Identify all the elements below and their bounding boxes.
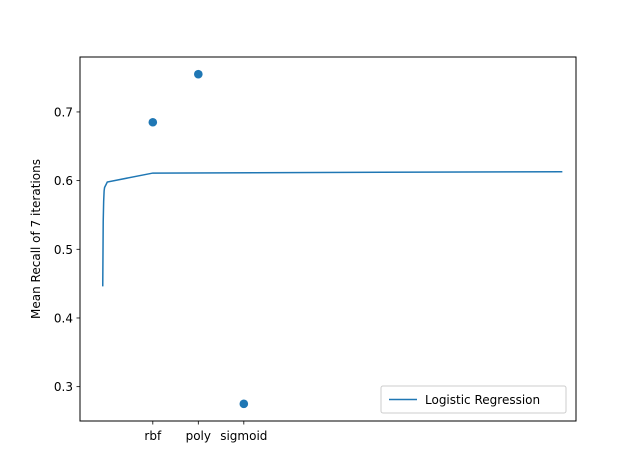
- axes-frame: [79, 56, 577, 422]
- scatter-point: [239, 399, 249, 409]
- y-tick-label: 0.4: [54, 311, 73, 325]
- legend-box: [380, 385, 567, 414]
- series-line-logistic-regression: [102, 170, 563, 287]
- legend: Logistic Regression: [380, 385, 567, 414]
- plot-area: [102, 69, 563, 409]
- x-tick-label-sigmoid: sigmoid: [220, 429, 267, 443]
- y-tick-label: 0.5: [54, 243, 73, 257]
- legend-label: Logistic Regression: [425, 393, 540, 407]
- scatter-point: [194, 69, 203, 79]
- y-axis: 0.3 0.4 0.5 0.6 0.7: [54, 105, 80, 394]
- y-tick-label: 0.7: [54, 105, 73, 119]
- x-axis: rbf poly sigmoid: [144, 421, 267, 443]
- y-tick-label: 0.3: [54, 380, 73, 394]
- y-axis-label: Mean Recall of 7 iterations: [29, 159, 43, 319]
- y-tick-label: 0.6: [54, 174, 73, 188]
- x-tick-label-rbf: rbf: [144, 429, 162, 443]
- scatter-point: [148, 117, 158, 127]
- x-tick-label-poly: poly: [186, 429, 211, 443]
